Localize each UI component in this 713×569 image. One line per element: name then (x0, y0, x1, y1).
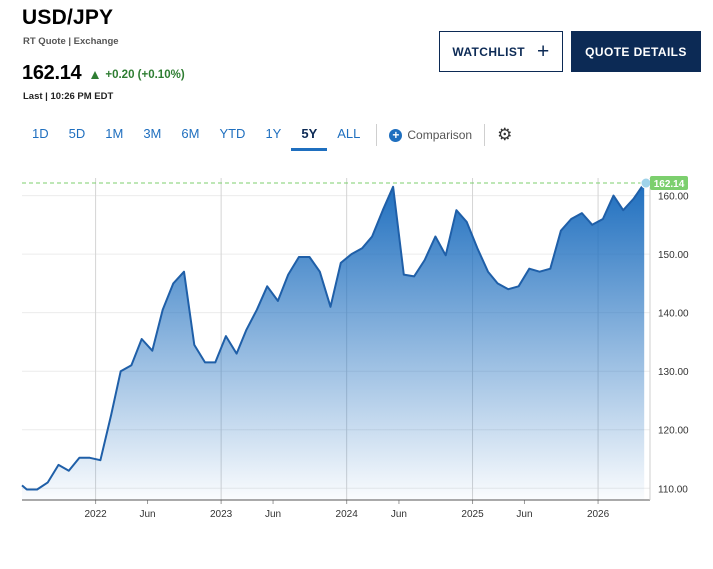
last-price-tag (650, 176, 688, 191)
x-tick-label: Jun (139, 509, 155, 520)
quote-details-button[interactable]: QUOTE DETAILS (571, 31, 701, 72)
up-triangle-icon (91, 71, 100, 79)
range-5d[interactable]: 5D (68, 126, 86, 141)
range-3m[interactable]: 3M (143, 126, 162, 141)
range-1y[interactable]: 1Y (265, 126, 282, 141)
plus-icon: + (537, 40, 550, 63)
range-1m[interactable]: 1M (105, 126, 124, 141)
y-tick-label: 150.00 (658, 250, 689, 261)
last-update-time: Last | 10:26 PM EDT (23, 91, 114, 102)
range-ytd[interactable]: YTD (219, 126, 246, 141)
quote-source: RT Quote | Exchange (23, 36, 119, 47)
y-tick-label: 130.00 (658, 367, 689, 378)
y-tick-label: 140.00 (658, 309, 689, 320)
x-tick-label: Jun (265, 509, 281, 520)
range-5y[interactable]: 5Y (291, 119, 328, 151)
x-tick-label: Jun (516, 509, 532, 520)
price-change: +0.20 (+0.10%) (91, 69, 185, 81)
last-price: 162.14 (22, 62, 82, 84)
x-tick-label: 2022 (84, 509, 107, 520)
price-row: 162.14 +0.20 (+0.10%) (22, 62, 185, 85)
x-tick-label: 2024 (336, 509, 359, 520)
quote-details-label: QUOTE DETAILS (585, 44, 687, 59)
range-6m[interactable]: 6M (181, 126, 200, 141)
y-tick-label: 120.00 (658, 426, 689, 437)
y-tick-label: 110.00 (658, 484, 688, 495)
time-range-selector: 1D 5D 1M 3M 6M YTD 1Y 5Y ALL + Compariso… (22, 118, 512, 152)
x-tick-label: 2023 (210, 509, 233, 520)
instrument-title: USD/JPY (22, 6, 114, 29)
toolbar-divider (376, 124, 378, 146)
watchlist-button[interactable]: WATCHLIST + (439, 31, 563, 72)
comparison-button[interactable]: + Comparison (383, 128, 478, 142)
price-line (21, 182, 646, 491)
add-comparison-icon: + (389, 128, 403, 142)
price-area (22, 183, 645, 501)
x-tick-label: 2025 (461, 509, 484, 520)
x-tick-label: 2026 (587, 509, 610, 520)
last-price-tag-label: 162.14 (654, 179, 685, 190)
gear-icon[interactable]: ⚙ (497, 125, 513, 144)
comparison-label: Comparison (407, 128, 473, 142)
range-all[interactable]: ALL (337, 126, 361, 141)
y-tick-label: 160.00 (658, 192, 689, 203)
last-price-dot (640, 177, 652, 189)
range-1d[interactable]: 1D (32, 126, 49, 141)
watchlist-label: WATCHLIST (452, 44, 526, 59)
toolbar-divider (484, 124, 486, 146)
x-tick-label: Jun (391, 509, 407, 520)
price-change-value: +0.20 (+0.10%) (105, 69, 185, 81)
